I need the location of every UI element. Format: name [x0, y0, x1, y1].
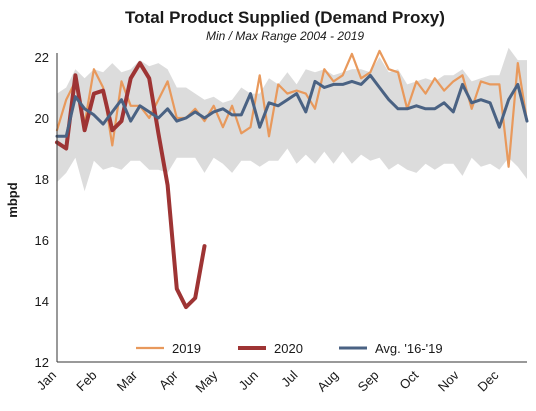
- series-layer: [55, 49, 529, 310]
- y-tick-label: 20: [35, 111, 49, 126]
- series-line-1: [55, 61, 207, 310]
- legend: 2019 2020 Avg. '16-'19: [136, 341, 443, 356]
- y-tick-label: 16: [35, 233, 49, 248]
- y-tick-label: 22: [35, 50, 49, 65]
- x-tick-label: Jun: [236, 368, 261, 393]
- x-tick-label: Mar: [114, 367, 141, 394]
- legend-label-0: 2019: [172, 341, 201, 356]
- legend-label-1: 2020: [274, 341, 303, 356]
- x-tick-label: Oct: [396, 367, 421, 392]
- axis-layer: [56, 53, 527, 363]
- x-tick-layer: Jan Feb Mar Apr May Jun Jul Aug Sep Oct Nov Dec: [34, 367, 502, 395]
- y-tick-label: 14: [35, 294, 49, 309]
- x-tick-label: Sep: [355, 368, 382, 395]
- x-tick-label: Aug: [314, 368, 341, 395]
- chart-subtitle: Min / Max Range 2004 - 2019: [206, 29, 364, 43]
- legend-label-2: Avg. '16-'19: [375, 341, 443, 356]
- x-tick-label: Apr: [156, 367, 181, 392]
- x-tick-label: Dec: [475, 367, 502, 394]
- series-line-2: [55, 73, 529, 138]
- x-tick-label: Jan: [34, 368, 59, 393]
- x-tick-label: Feb: [73, 368, 99, 394]
- x-tick-label: May: [192, 367, 220, 395]
- y-axis-label: mbpd: [5, 182, 20, 217]
- x-tick-label: Nov: [435, 367, 462, 394]
- chart-title: Total Product Supplied (Demand Proxy): [125, 8, 445, 27]
- y-tick-layer: 12 14 16 18 20 22: [35, 50, 49, 370]
- y-tick-label: 18: [35, 172, 49, 187]
- x-tick-label: Jul: [278, 367, 300, 389]
- min-max-range-band: [57, 47, 527, 192]
- min-max-band-layer: [57, 47, 527, 192]
- series-line-0: [55, 49, 529, 168]
- y-tick-label: 12: [35, 355, 49, 370]
